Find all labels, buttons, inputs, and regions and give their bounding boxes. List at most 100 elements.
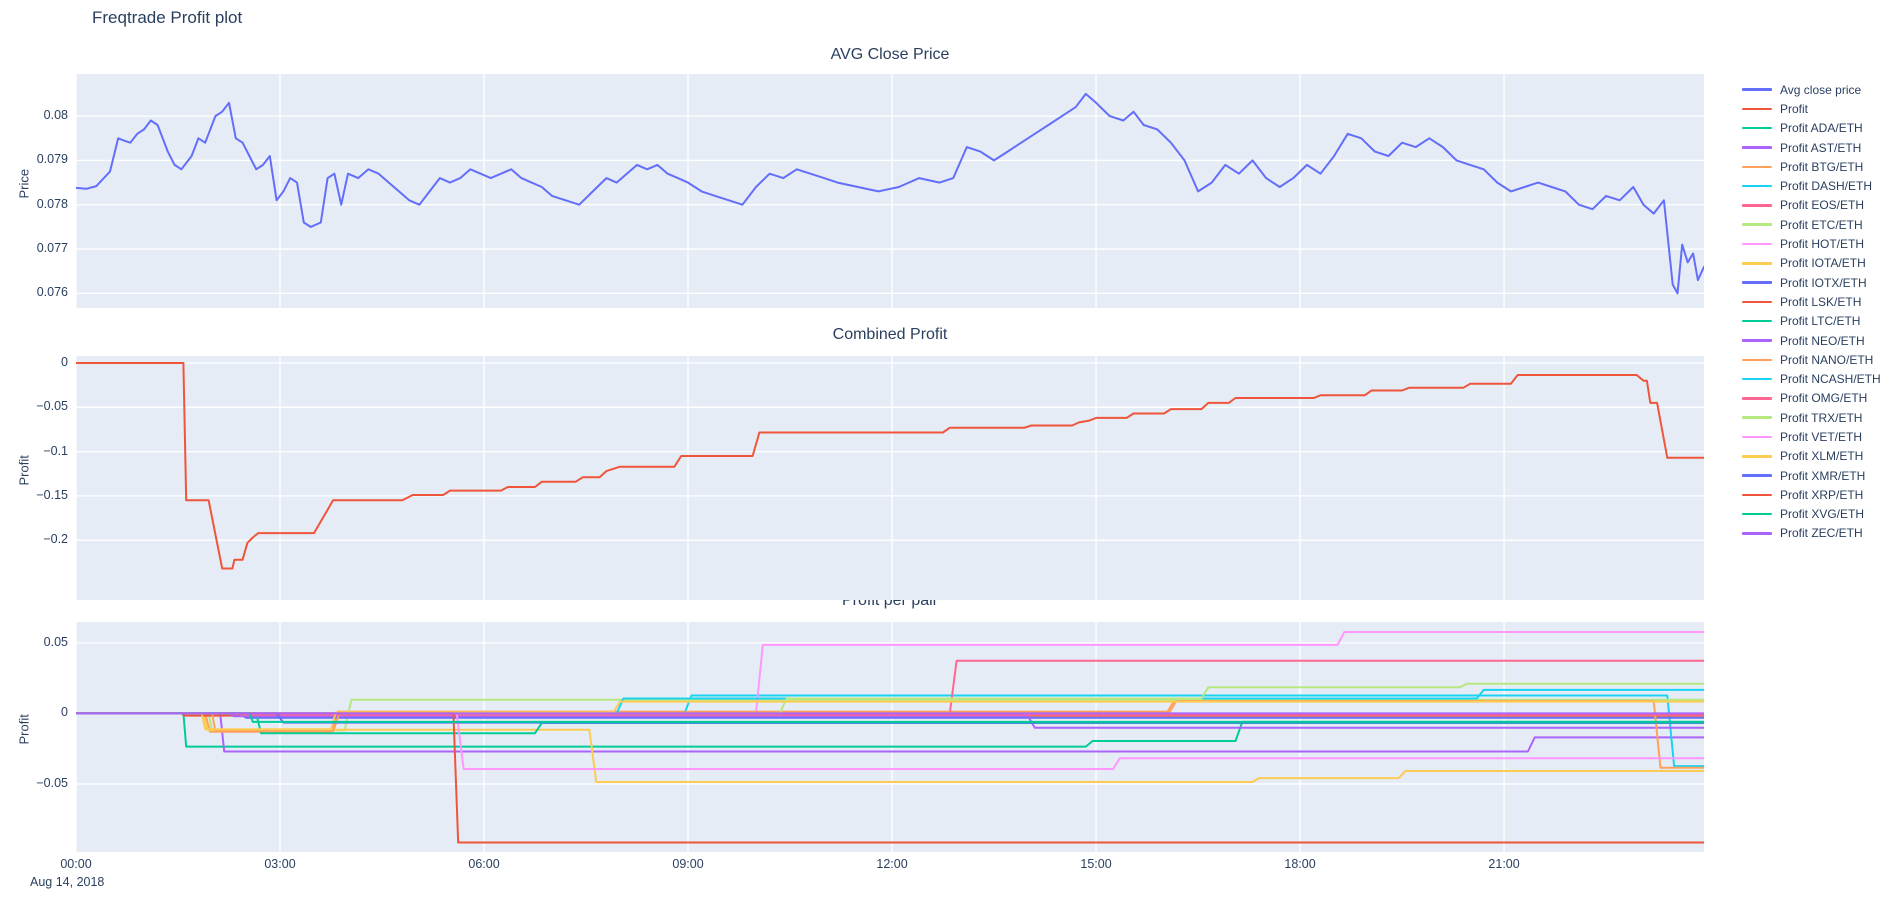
- y-tick-label: −0.1: [43, 443, 68, 458]
- y-tick-label: 0: [61, 354, 68, 369]
- legend-line-swatch: [1742, 204, 1772, 207]
- y-tick-label: −0.15: [36, 487, 68, 502]
- legend-line-swatch: [1742, 146, 1772, 149]
- legend-item-avg-close-price[interactable]: Avg close price: [1742, 80, 1881, 99]
- legend-line-swatch: [1742, 319, 1772, 323]
- legend-line-swatch: [1742, 88, 1772, 91]
- legend-item-profit-hot-eth[interactable]: Profit HOT/ETH: [1742, 234, 1881, 253]
- legend-line-swatch: [1742, 512, 1772, 516]
- x-tick-label: 03:00: [264, 857, 296, 871]
- legend-item-profit-ada-eth[interactable]: Profit ADA/ETH: [1742, 119, 1881, 138]
- legend-item-profit-xrp-eth[interactable]: Profit XRP/ETH: [1742, 485, 1881, 504]
- legend-item-label: Avg close price: [1780, 82, 1862, 97]
- legend-item-label: Profit: [1780, 101, 1809, 116]
- legend-line-swatch: [1742, 184, 1772, 188]
- legend-line-swatch: [1742, 377, 1772, 381]
- legend-item-label: Profit VET/ETH: [1780, 429, 1863, 444]
- series-profit-ada-eth: [76, 712, 1704, 748]
- legend-item-label: Profit LTC/ETH: [1780, 314, 1861, 329]
- legend-item-label: Profit NANO/ETH: [1780, 352, 1874, 367]
- legend-line-swatch: [1742, 223, 1772, 226]
- plot-area-profit-per-pair[interactable]: [76, 622, 1704, 852]
- legend-item-profit-btg-eth[interactable]: Profit BTG/ETH: [1742, 157, 1881, 176]
- series-profit-iota-eth: [76, 712, 1704, 783]
- chart-canvas: [76, 622, 1704, 852]
- legend-item-profit-xmr-eth[interactable]: Profit XMR/ETH: [1742, 466, 1881, 485]
- legend-item-profit-ncash-eth[interactable]: Profit NCASH/ETH: [1742, 369, 1881, 388]
- legend-item-label: Profit EOS/ETH: [1780, 198, 1865, 213]
- legend-item-profit-etc-eth[interactable]: Profit ETC/ETH: [1742, 215, 1881, 234]
- subplot-title-avg-close-price: AVG Close Price: [830, 46, 950, 63]
- legend-item-profit-vet-eth[interactable]: Profit VET/ETH: [1742, 427, 1881, 446]
- series-profit-trx-eth: [76, 682, 1704, 715]
- legend-item-label: Profit AST/ETH: [1780, 140, 1862, 155]
- legend-line-swatch: [1742, 455, 1772, 458]
- chart-canvas: [76, 74, 1704, 308]
- y-tick-label: 0.05: [43, 634, 68, 649]
- legend-item-profit-xvg-eth[interactable]: Profit XVG/ETH: [1742, 505, 1881, 524]
- x-tick-label: 12:00: [876, 857, 908, 871]
- legend-item-label: Profit ZEC/ETH: [1780, 526, 1863, 541]
- legend-item-profit-omg-eth[interactable]: Profit OMG/ETH: [1742, 389, 1881, 408]
- legend-item-profit-nano-eth[interactable]: Profit NANO/ETH: [1742, 350, 1881, 369]
- legend-item-profit-zec-eth[interactable]: Profit ZEC/ETH: [1742, 524, 1881, 543]
- y-axis-label-price: Price: [16, 168, 32, 199]
- legend-line-swatch: [1742, 397, 1772, 400]
- legend-line-swatch: [1742, 474, 1772, 477]
- series-profit: [76, 362, 1704, 570]
- legend-item-profit-trx-eth[interactable]: Profit TRX/ETH: [1742, 408, 1881, 427]
- legend-item-label: Profit XVG/ETH: [1780, 507, 1865, 522]
- legend-item-profit-xlm-eth[interactable]: Profit XLM/ETH: [1742, 447, 1881, 466]
- subplot-title-combined-profit: Combined Profit: [832, 326, 948, 343]
- plot-area-avg-close-price[interactable]: [76, 74, 1704, 308]
- y-tick-label: 0.08: [43, 108, 68, 123]
- legend-line-swatch: [1742, 165, 1772, 169]
- x-tick-label: 06:00: [468, 857, 500, 871]
- legend-item-label: Profit DASH/ETH: [1780, 179, 1873, 194]
- y-axis-label-profit-1: Profit: [16, 455, 32, 486]
- x-tick-label: 18:00: [1284, 857, 1316, 871]
- legend-item-label: Profit XLM/ETH: [1780, 449, 1864, 464]
- x-tick-label: 21:00: [1488, 857, 1520, 871]
- legend-line-swatch: [1742, 281, 1772, 284]
- legend-line-swatch: [1742, 300, 1772, 304]
- legend-item-profit-lsk-eth[interactable]: Profit LSK/ETH: [1742, 292, 1881, 311]
- plot-area-combined-profit[interactable]: [76, 356, 1704, 600]
- legend-item-profit-iotx-eth[interactable]: Profit IOTX/ETH: [1742, 273, 1881, 292]
- legend-line-swatch: [1742, 416, 1772, 419]
- legend-line-swatch: [1742, 262, 1772, 265]
- x-axis-date-label: Aug 14, 2018: [30, 875, 105, 889]
- y-tick-label: 0.077: [36, 241, 68, 256]
- legend-line-swatch: [1742, 107, 1772, 111]
- x-tick-label: 09:00: [672, 857, 704, 871]
- y-axis-label-profit-2: Profit: [16, 714, 32, 745]
- legend-item-label: Profit NEO/ETH: [1780, 333, 1865, 348]
- legend-line-swatch: [1742, 493, 1772, 497]
- x-tick-label: 00:00: [60, 857, 92, 871]
- legend-item-label: Profit OMG/ETH: [1780, 391, 1868, 406]
- legend-item-label: Profit TRX/ETH: [1780, 410, 1863, 425]
- legend-item-profit-neo-eth[interactable]: Profit NEO/ETH: [1742, 331, 1881, 350]
- legend-line-swatch: [1742, 532, 1772, 535]
- legend-item-label: Profit ADA/ETH: [1780, 121, 1863, 136]
- legend-item-profit-eos-eth[interactable]: Profit EOS/ETH: [1742, 196, 1881, 215]
- legend-item-label: Profit LSK/ETH: [1780, 294, 1862, 309]
- legend-item-profit-ltc-eth[interactable]: Profit LTC/ETH: [1742, 312, 1881, 331]
- legend-item-profit[interactable]: Profit: [1742, 99, 1881, 118]
- legend-line-swatch: [1742, 358, 1772, 362]
- legend-item-label: Profit BTG/ETH: [1780, 159, 1864, 174]
- y-tick-label: −0.05: [36, 399, 68, 414]
- legend-item-profit-dash-eth[interactable]: Profit DASH/ETH: [1742, 176, 1881, 195]
- legend-item-label: Profit IOTA/ETH: [1780, 256, 1866, 271]
- y-tick-label: −0.2: [43, 532, 68, 547]
- chart-canvas: [76, 356, 1704, 600]
- legend-line-swatch: [1742, 242, 1772, 246]
- y-tick-label: 0: [61, 705, 68, 720]
- legend-item-label: Profit XMR/ETH: [1780, 468, 1866, 483]
- y-tick-label: 0.076: [36, 285, 68, 300]
- legend-item-profit-iota-eth[interactable]: Profit IOTA/ETH: [1742, 254, 1881, 273]
- legend-item-profit-ast-eth[interactable]: Profit AST/ETH: [1742, 138, 1881, 157]
- legend-item-label: Profit IOTX/ETH: [1780, 275, 1867, 290]
- figure-title: Freqtrade Profit plot: [92, 8, 243, 27]
